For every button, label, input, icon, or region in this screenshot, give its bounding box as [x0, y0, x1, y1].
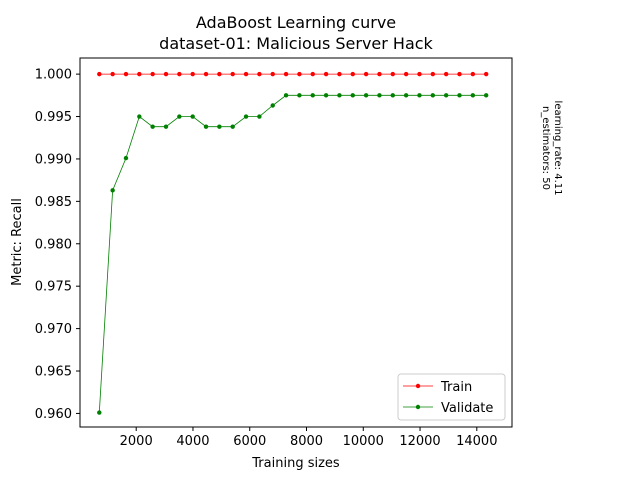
- data-point-train: [137, 71, 142, 77]
- data-point-validate: [110, 188, 115, 193]
- data-point-validate: [243, 114, 249, 119]
- data-point-validate: [443, 93, 449, 98]
- data-point-train: [297, 71, 302, 77]
- data-point-train: [97, 71, 102, 77]
- y-tick-label: 0.995: [35, 110, 72, 125]
- data-point-train: [190, 71, 195, 77]
- chart-subtitle: dataset-01: Malicious Server Hack: [159, 34, 433, 53]
- data-point-train: [163, 71, 169, 77]
- data-point-train: [457, 71, 462, 77]
- data-point-train: [177, 71, 182, 77]
- data-point-validate: [390, 93, 395, 98]
- data-point-validate: [283, 93, 289, 98]
- series-line-validate: [98, 94, 487, 413]
- data-point-train: [443, 71, 449, 77]
- data-point-validate: [177, 114, 182, 119]
- data-point-validate: [363, 93, 369, 98]
- data-point-validate: [270, 103, 275, 108]
- data-point-validate: [257, 114, 262, 119]
- legend-validate-label: Validate: [441, 401, 493, 416]
- data-point-validate: [310, 93, 315, 98]
- data-point-train: [350, 71, 355, 77]
- data-point-train: [390, 71, 395, 77]
- y-tick-label: 0.970: [35, 322, 72, 337]
- hyperparameter-note: n_estimators: 50 learning_rate: 4.11: [540, 101, 563, 196]
- data-point-validate: [323, 93, 329, 98]
- legend-box: [397, 373, 506, 421]
- data-point-validate: [470, 93, 476, 98]
- plot-area: [79, 57, 513, 428]
- data-point-validate: [417, 93, 422, 98]
- data-point-train: [403, 71, 409, 77]
- data-point-train: [470, 71, 476, 77]
- data-point-validate: [430, 93, 436, 98]
- data-point-validate: [203, 124, 209, 129]
- x-tick-label: 10000: [343, 434, 384, 449]
- data-point-validate: [97, 410, 102, 415]
- legend-validate-marker: [415, 404, 421, 410]
- data-point-validate: [163, 124, 169, 129]
- x-tick-label: 2000: [120, 434, 153, 449]
- x-axis-label: Training sizes: [251, 456, 340, 471]
- legend: Train Validate: [397, 373, 506, 421]
- x-axis-ticks: 2000 4000 6000 8000 10000 12000 14000: [120, 427, 497, 449]
- data-point-train: [217, 71, 222, 77]
- y-tick-label: 0.965: [35, 365, 72, 380]
- data-point-train: [377, 71, 382, 77]
- side-note-line-1: n_estimators: 50: [540, 106, 551, 190]
- data-point-train: [203, 71, 209, 77]
- data-point-validate: [217, 124, 222, 129]
- y-tick-label: 0.960: [35, 407, 72, 422]
- data-point-validate: [190, 114, 195, 119]
- data-point-validate: [297, 93, 302, 98]
- y-tick-label: 1.000: [35, 68, 72, 83]
- y-tick-label: 0.990: [35, 152, 72, 167]
- data-point-train: [230, 71, 235, 77]
- data-point-train: [150, 71, 155, 77]
- y-axis-label: Metric: Recall: [10, 198, 25, 286]
- data-point-train: [123, 71, 129, 77]
- data-point-validate: [137, 114, 142, 119]
- x-tick-label: 12000: [399, 434, 440, 449]
- data-point-train: [257, 71, 262, 77]
- x-tick-label: 14000: [456, 434, 497, 449]
- data-point-train: [363, 71, 369, 77]
- x-tick-label: 8000: [290, 434, 323, 449]
- side-note-line-2: learning_rate: 4.11: [552, 101, 563, 196]
- data-point-validate: [350, 93, 355, 98]
- chart-title: AdaBoost Learning curve: [196, 13, 396, 32]
- x-tick-label: 4000: [176, 434, 209, 449]
- legend-train-label: Train: [440, 380, 472, 395]
- data-point-train: [283, 71, 289, 77]
- series-layer: [97, 71, 489, 415]
- data-point-validate: [483, 93, 489, 98]
- y-tick-label: 0.980: [35, 237, 72, 252]
- legend-train-marker: [415, 383, 421, 389]
- data-point-train: [430, 71, 436, 77]
- data-point-train: [243, 71, 249, 77]
- data-point-train: [323, 71, 329, 77]
- data-point-validate: [123, 155, 129, 161]
- data-point-train: [483, 71, 489, 77]
- data-point-train: [310, 71, 315, 77]
- data-point-validate: [337, 93, 342, 98]
- y-axis-ticks: 0.960 0.965 0.970 0.975 0.980 0.985 0.990 0.995…: [35, 68, 80, 422]
- data-point-validate: [230, 124, 235, 129]
- data-point-validate: [150, 124, 155, 129]
- y-tick-label: 0.975: [35, 280, 72, 295]
- y-tick-label: 0.985: [35, 195, 72, 210]
- data-point-validate: [457, 93, 462, 98]
- data-point-train: [110, 71, 115, 77]
- plot-frame: [79, 57, 513, 428]
- data-point-train: [337, 71, 342, 77]
- data-point-validate: [377, 93, 382, 98]
- data-point-validate: [403, 93, 409, 98]
- x-tick-label: 6000: [233, 434, 266, 449]
- data-point-train: [270, 71, 275, 77]
- data-point-train: [417, 71, 422, 77]
